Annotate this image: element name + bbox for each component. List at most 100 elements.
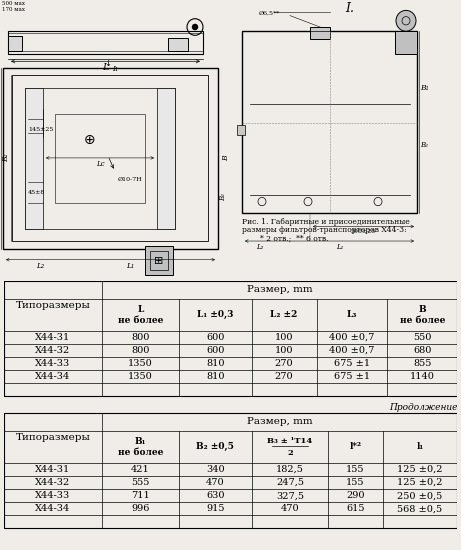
Bar	[237, 125, 245, 135]
Text: 711: 711	[131, 491, 150, 500]
Text: 675 ±1: 675 ±1	[334, 359, 370, 367]
Text: Х44-34: Х44-34	[35, 372, 71, 381]
Bar	[55, 114, 145, 202]
Circle shape	[193, 24, 197, 30]
Text: 810: 810	[206, 372, 225, 381]
Text: l*²: l*²	[349, 442, 361, 452]
Text: B: B	[222, 155, 230, 161]
Text: 170 мах: 170 мах	[2, 7, 25, 12]
Text: размеры фильтров-транспортеров Х44-3:: размеры фильтров-транспортеров Х44-3:	[242, 227, 407, 234]
Bar	[157, 89, 175, 229]
Text: 855: 855	[413, 359, 431, 367]
Bar	[4, 412, 457, 529]
Text: L₂: L₂	[36, 262, 44, 270]
Bar	[242, 31, 417, 213]
Text: Х44-31: Х44-31	[35, 465, 71, 474]
Text: 1140: 1140	[410, 372, 435, 381]
Text: 421: 421	[131, 465, 150, 474]
Bar	[8, 31, 203, 54]
Text: Х44-33: Х44-33	[35, 359, 71, 367]
Text: L₁ ±0,3: L₁ ±0,3	[197, 310, 234, 319]
Text: 400 ±0,7: 400 ±0,7	[329, 333, 375, 342]
Text: 470: 470	[281, 504, 299, 513]
Text: 615: 615	[346, 504, 365, 513]
Text: I₁: I₁	[112, 65, 118, 74]
Text: 1350: 1350	[128, 359, 153, 367]
Text: Х44-33: Х44-33	[35, 491, 71, 500]
Text: 996: 996	[131, 504, 150, 513]
Text: B₂: B₂	[219, 194, 227, 201]
Bar	[395, 31, 417, 54]
Text: 568 ±0,5: 568 ±0,5	[397, 504, 443, 513]
Text: Lc: Lc	[96, 160, 104, 168]
Text: 2: 2	[287, 449, 293, 457]
Bar	[310, 27, 330, 40]
Text: 155: 155	[346, 478, 365, 487]
Text: 550: 550	[413, 333, 431, 342]
Bar	[12, 75, 208, 241]
Bar	[145, 246, 173, 276]
Text: Х44-32: Х44-32	[35, 345, 71, 355]
Text: 555: 555	[131, 478, 150, 487]
Text: 100: 100	[275, 333, 293, 342]
Text: 45±8: 45±8	[28, 190, 45, 195]
Text: 395±25: 395±25	[350, 229, 376, 234]
Text: L₁: L₁	[337, 243, 344, 251]
Text: B₁
не более: B₁ не более	[118, 437, 163, 457]
Text: 800: 800	[131, 345, 150, 355]
Bar	[8, 36, 22, 51]
Text: 915: 915	[206, 504, 225, 513]
Bar	[150, 251, 168, 270]
Text: ⊞: ⊞	[154, 256, 164, 266]
Text: 810: 810	[206, 359, 225, 367]
Text: 600: 600	[206, 333, 225, 342]
Text: L₁: L₁	[126, 262, 134, 270]
Text: Х44-32: Х44-32	[35, 478, 71, 487]
Text: 800: 800	[131, 333, 150, 342]
Text: B₂: B₂	[420, 141, 428, 150]
Text: Ø10-7H: Ø10-7H	[118, 177, 142, 182]
Text: 470: 470	[206, 478, 225, 487]
Text: Ø6,5**: Ø6,5**	[259, 11, 280, 16]
Text: L₂ ±2: L₂ ±2	[271, 310, 298, 319]
Text: 400 ±0,7: 400 ±0,7	[329, 345, 375, 355]
Text: Типоразмеры: Типоразмеры	[16, 433, 90, 442]
Text: Х44-34: Х44-34	[35, 504, 71, 513]
Text: 125 ±0,2: 125 ±0,2	[397, 478, 443, 487]
Text: ↓: ↓	[105, 59, 112, 68]
Text: 500 мах: 500 мах	[2, 1, 25, 6]
Text: 250 ±0,5: 250 ±0,5	[397, 491, 443, 500]
Text: ⊕: ⊕	[84, 133, 96, 147]
Text: 675 ±1: 675 ±1	[334, 372, 370, 381]
Text: B₁: B₁	[420, 84, 429, 92]
Text: 182,5: 182,5	[276, 465, 304, 474]
Text: L₃: L₃	[347, 310, 357, 319]
Text: B₂ ±0,5: B₂ ±0,5	[196, 442, 234, 452]
Text: 340: 340	[206, 465, 225, 474]
Text: 600: 600	[206, 345, 225, 355]
Text: B₃ ± ¹T14: B₃ ± ¹T14	[267, 437, 313, 445]
Text: B₂: B₂	[2, 153, 10, 162]
Text: * 2 отв.;  ** 6 отв.: * 2 отв.; ** 6 отв.	[260, 235, 329, 243]
Text: l₁: l₁	[416, 442, 424, 452]
Text: L
не более: L не более	[118, 305, 163, 324]
Text: 1350: 1350	[128, 372, 153, 381]
Text: 327,5: 327,5	[276, 491, 304, 500]
Circle shape	[396, 10, 416, 31]
Text: Размер, mm: Размер, mm	[247, 285, 313, 294]
Text: I.: I.	[345, 2, 355, 15]
Text: B
не более: B не более	[400, 305, 445, 324]
Text: 145±25: 145±25	[28, 128, 53, 133]
Text: Х44-31: Х44-31	[35, 333, 71, 342]
Text: 290: 290	[346, 491, 365, 500]
Bar	[3, 68, 218, 249]
Text: 270: 270	[275, 359, 294, 367]
Bar	[168, 39, 188, 51]
Text: 680: 680	[413, 345, 431, 355]
Text: 630: 630	[206, 491, 225, 500]
Bar	[25, 89, 175, 229]
Text: Продолжение: Продолжение	[389, 403, 457, 411]
Text: 155: 155	[346, 465, 365, 474]
Text: 100: 100	[275, 345, 293, 355]
Bar	[25, 89, 43, 229]
